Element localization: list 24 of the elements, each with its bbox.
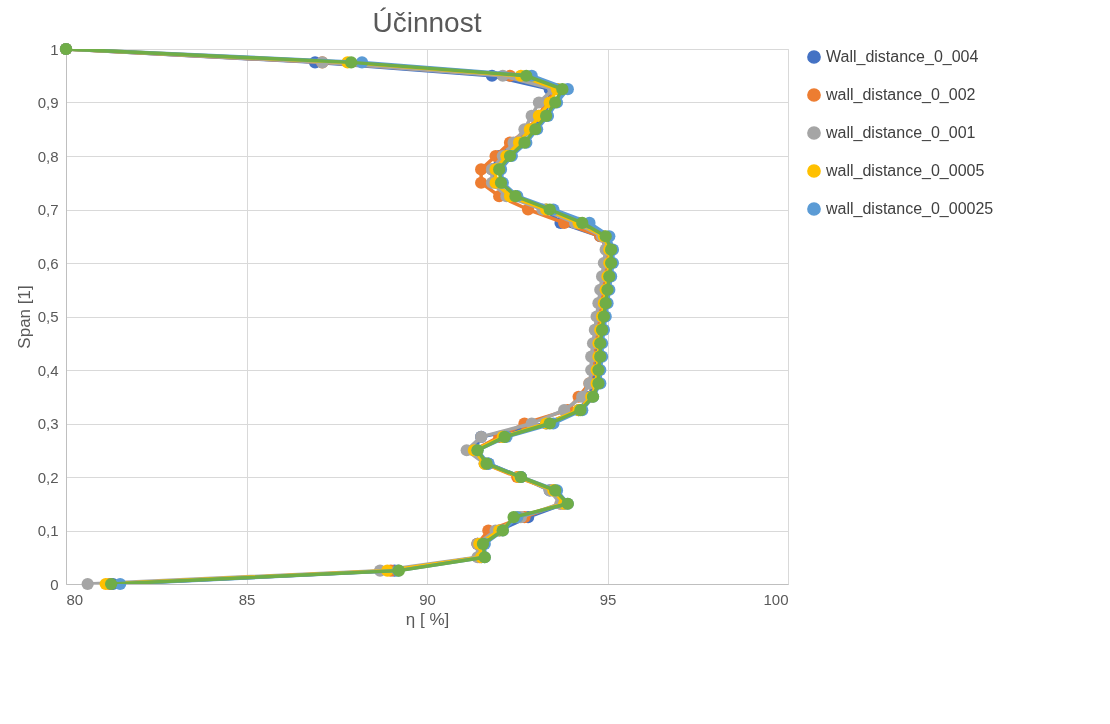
x-tick-label: 95: [599, 590, 617, 608]
y-tick-label: 0: [50, 575, 59, 593]
legend-label: wall_distance_0_001: [825, 124, 976, 142]
y-tick-label: 0,4: [37, 361, 59, 379]
y-tick-label: 0,6: [37, 254, 59, 272]
y-axis-title: Span [1]: [14, 285, 34, 349]
y-tick-label: 0,3: [37, 415, 59, 432]
legend-label: wall_distance_0_00025: [825, 200, 994, 218]
y-tick-label: 0,2: [37, 468, 59, 486]
x-tick-label: 100: [763, 590, 789, 608]
y-tick-label: 0,1: [37, 522, 59, 539]
x-tick-label: 85: [238, 590, 256, 608]
y-tick-label: 1: [50, 40, 59, 58]
x-tick-label: 80: [66, 590, 84, 608]
legend-label: wall_distance_0_0005: [825, 162, 985, 180]
x-axis-title: η [ %]: [405, 609, 450, 629]
y-tick-label: 0,5: [37, 308, 59, 325]
legend-label: Wall_distance_0_004: [826, 48, 979, 66]
chart-title: Účinnost: [372, 7, 482, 38]
y-tick-label: 0,9: [37, 94, 59, 111]
legend-label: wall_distance_0_002: [825, 86, 976, 104]
x-tick-label: 90: [419, 590, 436, 608]
y-tick-label: 0,8: [37, 147, 59, 165]
y-tick-label: 0,7: [37, 201, 59, 218]
